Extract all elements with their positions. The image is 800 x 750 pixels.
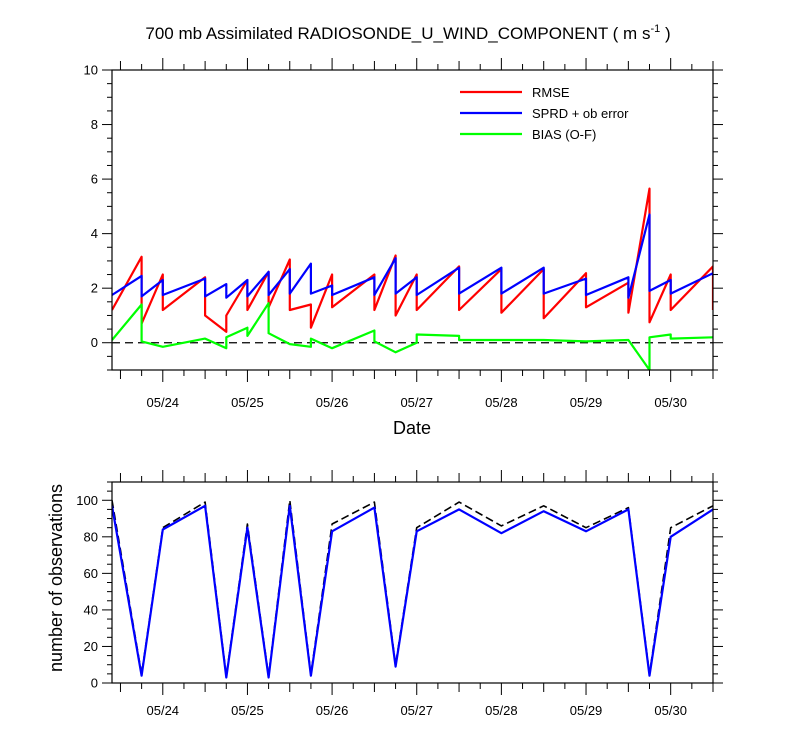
series-line-sprd-ob-error — [112, 213, 713, 299]
y-tick-label: 4 — [91, 226, 98, 241]
y-tick-label: 8 — [91, 117, 98, 132]
bottom-y-axis-label: number of observations — [46, 484, 66, 672]
y-tick-label: 6 — [91, 172, 98, 187]
x-tick-label: 05/25 — [231, 703, 264, 718]
bottom-panel: 0 20 40 60 80 100 05/24 05/25 05/26 05/27 05/28 05/… — [46, 470, 723, 718]
top-ticks: 0 2 4 6 8 10 05/24 05/25 05/26 05/27 05/28 05/29 05/… — [84, 58, 723, 410]
x-tick-label: 05/27 — [400, 395, 433, 410]
y-tick-label: 10 — [84, 63, 98, 78]
y-tick-label: 40 — [84, 602, 98, 617]
bottom-ticks: 0 20 40 60 80 100 05/24 05/25 05/26 05/27 05/28 05/… — [76, 470, 723, 718]
x-tick-label: 05/27 — [400, 703, 433, 718]
x-tick-label: 05/29 — [570, 395, 603, 410]
y-tick-label: 2 — [91, 281, 98, 296]
x-tick-label: 05/30 — [654, 703, 687, 718]
x-tick-label: 05/24 — [147, 395, 180, 410]
series-line-assimilated-observations — [112, 504, 713, 679]
legend-label: BIAS (O-F) — [532, 127, 596, 142]
y-tick-label: 20 — [84, 639, 98, 654]
legend-label: RMSE — [532, 85, 570, 100]
top-plot-area — [112, 187, 713, 370]
top-x-axis-label: Date — [393, 418, 431, 438]
bottom-plot-area — [112, 499, 713, 679]
series-line-bias-o-f — [112, 302, 713, 370]
x-tick-label: 05/28 — [485, 703, 518, 718]
y-tick-label: 100 — [76, 493, 98, 508]
x-tick-label: 05/26 — [316, 703, 349, 718]
chart-title: 700 mb Assimilated RADIOSONDE_U_WIND_COM… — [145, 23, 670, 43]
y-tick-label: 80 — [84, 529, 98, 544]
y-tick-label: 0 — [91, 335, 98, 350]
y-tick-label: 60 — [84, 566, 98, 581]
top-panel: 0 2 4 6 8 10 05/24 05/25 05/26 05/27 05/28 05/29 05/… — [84, 58, 723, 438]
x-tick-label: 05/25 — [231, 395, 264, 410]
x-tick-label: 05/28 — [485, 395, 518, 410]
series-line-possible-observations — [112, 499, 713, 677]
series-line-rmse — [112, 187, 713, 333]
y-tick-label: 0 — [91, 676, 98, 691]
x-tick-label: 05/24 — [147, 703, 180, 718]
x-tick-label: 05/30 — [654, 395, 687, 410]
top-legend: RMSE SPRD + ob error BIAS (O-F) — [460, 85, 629, 142]
x-tick-label: 05/29 — [570, 703, 603, 718]
x-tick-label: 05/26 — [316, 395, 349, 410]
legend-label: SPRD + ob error — [532, 106, 629, 121]
